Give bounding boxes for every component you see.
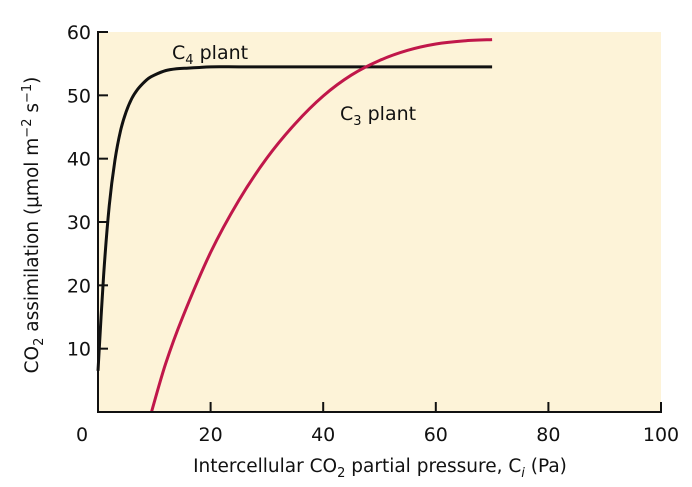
x-axis-title: Intercellular CO2 partial pressure, Ci (… — [193, 456, 567, 481]
plot-background — [98, 32, 661, 412]
y-axis-title: CO2 assimilation (μmol m−2 s−1) — [20, 77, 47, 374]
y-tick-label: 60 — [67, 22, 91, 44]
y-tick-label: 20 — [67, 275, 91, 297]
series-layer — [96, 38, 493, 413]
ticks-layer: 0 20 40 60 80 100 10 20 30 40 50 60 — [67, 22, 679, 446]
x-tick-label: 20 — [199, 424, 223, 446]
y-tick-label: 10 — [67, 339, 91, 361]
x-tick-label: 80 — [536, 424, 560, 446]
series-line-c3-plant — [150, 38, 493, 413]
series-line-c4-plant — [96, 65, 493, 371]
y-tick-label: 40 — [67, 149, 91, 171]
y-tick-label: 30 — [67, 212, 91, 234]
series-label-c4: C4 plant — [172, 42, 248, 68]
y-tick-label: 50 — [67, 85, 91, 107]
x-tick-label: 60 — [424, 424, 448, 446]
x-tick-label: 40 — [311, 424, 335, 446]
series-label-c3: C3 plant — [340, 103, 416, 129]
x-tick-label: 100 — [643, 424, 679, 446]
x-tick-label: 0 — [76, 424, 88, 446]
